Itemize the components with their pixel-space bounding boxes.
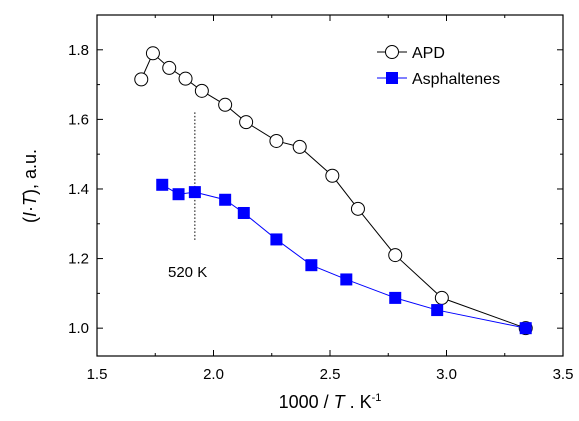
legend-label: APD bbox=[412, 45, 445, 62]
series-line-asphaltenes bbox=[161, 184, 526, 329]
data-point-asphaltenes bbox=[219, 193, 232, 206]
y-tick-label: 1.4 bbox=[68, 181, 89, 198]
data-point-asphaltenes bbox=[270, 233, 283, 246]
data-point-apd bbox=[134, 72, 149, 87]
data-point-apd bbox=[218, 97, 233, 112]
data-point-asphaltenes bbox=[156, 178, 169, 191]
data-point-apd bbox=[350, 201, 365, 216]
legend: APD Asphaltenes bbox=[377, 45, 500, 88]
annotations: 520 K bbox=[168, 112, 207, 281]
data-point-asphaltenes bbox=[519, 322, 532, 335]
data-point-apd bbox=[194, 83, 209, 98]
data-point-asphaltenes bbox=[305, 259, 318, 272]
data-point-apd bbox=[325, 168, 340, 183]
x-axis: 1.5 2.0 2.5 3.0 3.5 bbox=[87, 15, 574, 383]
data-point-asphaltenes bbox=[237, 206, 250, 219]
data-point-apd bbox=[388, 248, 403, 263]
data-point-asphaltenes bbox=[431, 304, 444, 317]
x-axis-title: 1000 / T . K-1 bbox=[279, 392, 382, 412]
data-point-apd bbox=[269, 133, 284, 148]
data-point-asphaltenes bbox=[340, 273, 353, 286]
y-axis: 1.0 1.2 1.4 1.6 1.8 bbox=[68, 14, 563, 337]
x-tick-label: 3.5 bbox=[553, 366, 574, 383]
y-axis-title: (I·T), a.u. bbox=[20, 149, 40, 223]
y-tick-label: 1.2 bbox=[68, 251, 89, 268]
data-point-apd bbox=[239, 115, 254, 130]
data-point-asphaltenes bbox=[172, 188, 185, 201]
y-tick-label: 1.6 bbox=[68, 111, 89, 128]
y-tick-label: 1.8 bbox=[68, 42, 89, 59]
x-tick-label: 1.5 bbox=[87, 366, 108, 383]
data-point-asphaltenes bbox=[188, 186, 201, 199]
data-point-apd bbox=[178, 71, 193, 86]
y-tick-label: 1.0 bbox=[68, 320, 89, 337]
data-point-apd bbox=[292, 139, 307, 154]
x-tick-label: 3.0 bbox=[436, 366, 457, 383]
legend-marker bbox=[385, 45, 399, 59]
x-tick-label: 2.0 bbox=[203, 366, 224, 383]
legend-label: Asphaltenes bbox=[412, 71, 500, 88]
data-point-apd bbox=[145, 46, 160, 61]
data-point-apd bbox=[162, 60, 177, 75]
x-tick-label: 2.5 bbox=[320, 366, 341, 383]
data-point-apd bbox=[434, 290, 449, 305]
annotation-label: 520 K bbox=[168, 264, 207, 281]
legend-marker bbox=[386, 72, 398, 84]
data-point-asphaltenes bbox=[389, 291, 402, 304]
series-layer bbox=[134, 46, 533, 336]
